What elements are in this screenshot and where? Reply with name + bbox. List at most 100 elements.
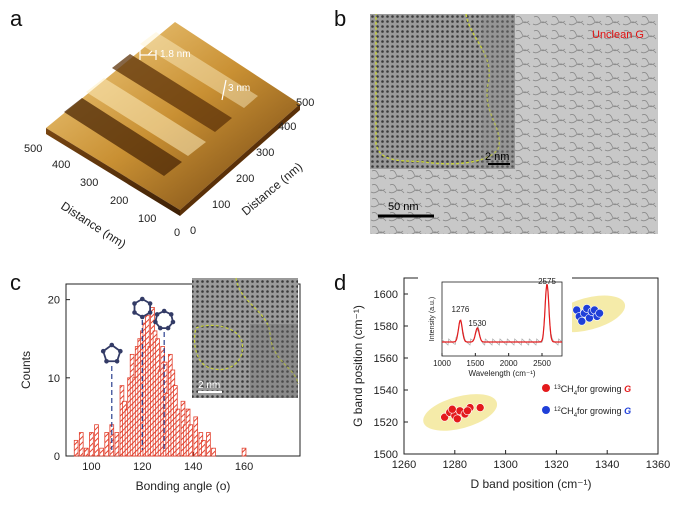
inset-x-tick-label: 1500 [466,359,484,368]
hist-bar [241,447,247,457]
panel-c-inset: 2 nm [192,277,299,398]
hist-x-tick-label: 140 [184,461,202,473]
legend-marker [542,384,550,392]
ring-atom [132,310,137,315]
hist-bar [78,432,84,457]
inset-c-boundary [235,277,299,385]
scatter-y-tick-label: 1500 [374,449,398,461]
tem-inset [370,14,515,169]
panel-d-scatter: 1260 1280 1300 1320 1340 1360 1500 1520 1540 1560… [351,276,670,491]
tem-inset-boundary [375,14,501,165]
hist-bar [201,439,206,457]
afm-step-marker [139,50,157,60]
afm-x-tick: 200 [110,195,128,207]
afm-surface [46,22,300,210]
scatter-y-tick-label: 1580 [374,321,398,333]
ring-atom [140,296,145,302]
ring-6-icon [133,297,151,319]
hist-x-tick-label: 120 [133,461,151,473]
afm-x-tick: 100 [138,213,156,225]
ring-atom [100,348,106,354]
hist-y-tick-label: 0 [54,451,60,463]
afm-y-tick: 300 [256,147,274,159]
hist-bar [104,432,110,457]
hist-bar [99,447,104,457]
hist-x-tick-label: 160 [235,461,253,473]
scatter-point [463,406,472,416]
tem-sample-label: Unclean G [592,29,644,41]
hist-bar [73,439,79,457]
inset-x-axis-title: Wavelength (cm⁻¹) [468,369,535,378]
afm-y-tick: 0 [190,225,196,237]
ring-atom [161,308,167,314]
panel-a-afm-plot: 1.8 nm 3 nm 500 400 300 200 100 0 Distan… [24,22,314,250]
scatter-point [595,308,604,318]
inset-fit-spectrum [442,284,562,343]
ring-atom [147,301,153,306]
scatter-x-tick-label: 1340 [595,459,619,471]
panel-a-letter: a [10,6,23,31]
scatter-y-axis-title: G band position (cm⁻¹) [351,305,365,427]
ring-atom [170,319,176,325]
ring-atom [168,312,174,317]
afm-terrace-stripes [64,32,258,176]
panel-b-letter: b [334,6,347,31]
panel-c-histogram: 100 120 140 160 0 10 20 Bonding angle (o) Count… [19,277,301,493]
scatter-x-tick-label: 1360 [646,459,670,471]
afm-x-tick: 400 [52,159,70,171]
afm-y-axis: 0 100 200 300 400 500 [190,97,314,237]
afm-y-tick: 500 [296,97,314,109]
afm-height-label: 3 nm [228,83,250,94]
ring-atom [153,319,158,325]
tem-main-scale-label: 50 nm [388,201,419,213]
afm-y-tick: 100 [212,199,230,211]
ring-atom [154,312,160,317]
scatter-x-tick-label: 1260 [392,459,416,471]
ring-atom [140,314,145,320]
afm-step-label: 1.8 nm [160,49,191,60]
hist-y-tick-label: 10 [48,373,60,385]
panel-b-tem-image: 2 nm Unclean G 50 nm [370,14,658,234]
afm-y-tick: 400 [278,121,296,133]
scatter-y-tick-label: 1600 [374,289,398,301]
legend-label: 12CH4for growing G [554,406,631,419]
scatter-y-tick-label: 1560 [374,353,398,365]
scatter-point [475,403,485,412]
afm-x-tick: 300 [80,177,98,189]
inset-c-scale-label: 2 nm [198,380,220,391]
inset-x-tick-label: 1000 [433,359,451,368]
legend-label: 13CH4for growing G [554,384,631,397]
legend-marker [542,406,550,414]
afm-side-right [180,104,300,216]
inset-peak-label: 2575 [538,277,556,286]
scatter-x-tick-label: 1320 [544,459,568,471]
inset-frame [441,281,563,357]
ring-atom [132,301,137,306]
hist-x-axis-title: Bonding angle (o) [136,479,231,493]
tem-inset-scale-label: 2 nm [485,151,509,163]
hist-y-tick-label: 20 [48,295,60,307]
hist-bar [89,432,94,457]
scatter-point [447,404,457,414]
inset-peak-label: 1276 [452,305,470,314]
panel-d-letter: d [334,270,347,295]
scatter-x-axis-title: D band position (cm⁻¹) [470,477,591,491]
ring-atom [104,358,109,364]
scatter-point [453,414,462,424]
ring-5-icon [102,343,122,363]
ring-atom [165,325,171,331]
afm-x-tick: 500 [24,143,42,155]
hist-bar [84,447,89,457]
tem-inset-dirty-region [482,14,515,169]
afm-x-tick: 0 [174,227,180,239]
hist-bar [206,432,211,457]
inset-x-tick-label: 2000 [500,359,518,368]
scatter-y-tick-label: 1540 [374,385,398,397]
inset-y-axis-title: Intensity (a.u.) [429,297,436,341]
hist-bar [188,424,193,457]
afm-height-marker [221,79,227,101]
scatter-x-tick-label: 1300 [493,459,517,471]
afm-side-left [46,128,180,216]
ring-atom [147,310,153,315]
scatter-y-tick-label: 1520 [374,417,398,429]
